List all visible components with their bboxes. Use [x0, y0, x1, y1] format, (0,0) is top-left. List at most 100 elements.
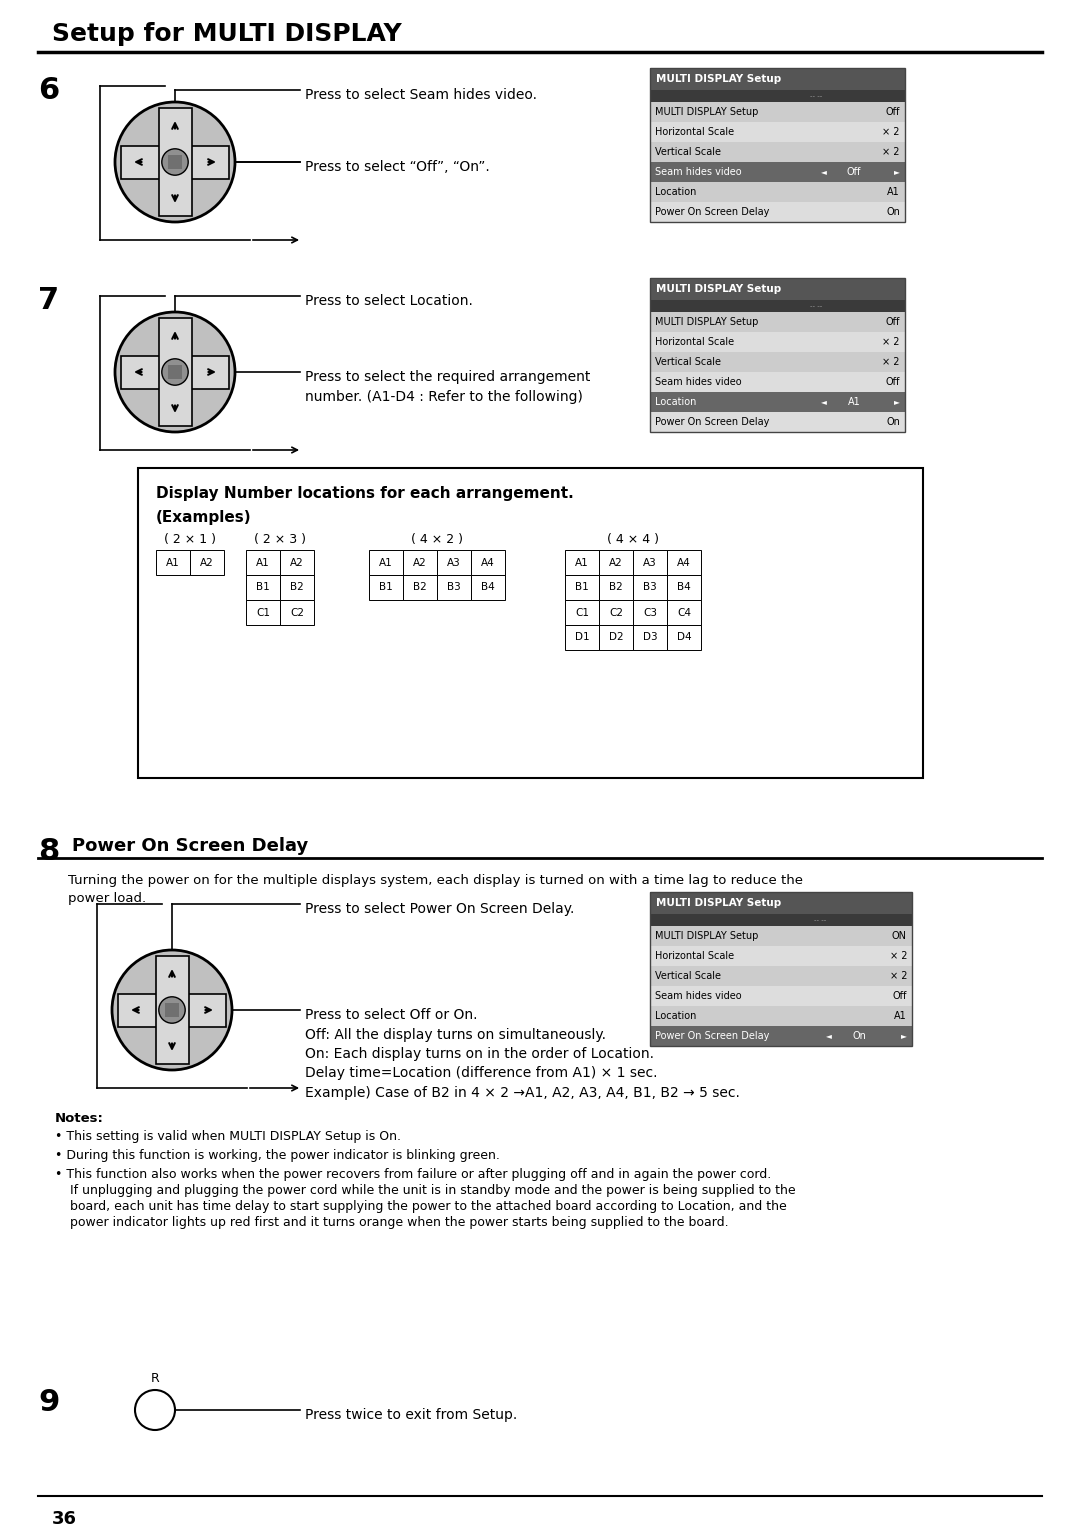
- Bar: [159, 318, 191, 426]
- Text: A3: A3: [447, 558, 461, 567]
- Bar: [650, 182, 905, 202]
- Text: Vertical Scale: Vertical Scale: [654, 358, 721, 367]
- Text: Setup for MULTI DISPLAY: Setup for MULTI DISPLAY: [52, 21, 402, 46]
- Text: C3: C3: [643, 608, 657, 617]
- Text: C1: C1: [575, 608, 589, 617]
- Text: A2: A2: [200, 558, 214, 567]
- Text: A2: A2: [291, 558, 303, 567]
- Bar: [650, 69, 905, 90]
- Bar: [156, 957, 189, 1063]
- Bar: [599, 575, 633, 601]
- Bar: [246, 601, 280, 625]
- Bar: [280, 601, 314, 625]
- Text: ( 4 × 4 ): ( 4 × 4 ): [607, 533, 659, 545]
- Bar: [633, 550, 667, 575]
- Text: A1: A1: [848, 397, 861, 406]
- Bar: [190, 550, 224, 575]
- Bar: [565, 550, 599, 575]
- Bar: [650, 202, 905, 222]
- Text: -- --: -- --: [810, 303, 822, 309]
- Text: Notes:: Notes:: [55, 1112, 104, 1125]
- Text: Press to select “Off”, “On”.: Press to select “Off”, “On”.: [305, 160, 489, 174]
- Text: C2: C2: [291, 608, 303, 617]
- Text: MULTI DISPLAY Setup: MULTI DISPLAY Setup: [654, 316, 758, 327]
- Circle shape: [159, 996, 185, 1024]
- Text: Press to select Power On Screen Delay.: Press to select Power On Screen Delay.: [305, 902, 575, 915]
- Bar: [369, 575, 403, 601]
- Bar: [650, 102, 905, 122]
- Text: B4: B4: [481, 582, 495, 593]
- Text: × 2: × 2: [882, 358, 900, 367]
- Bar: [650, 90, 905, 102]
- Bar: [471, 575, 505, 601]
- Text: Seam hides video: Seam hides video: [654, 992, 742, 1001]
- Bar: [167, 365, 183, 379]
- Text: C2: C2: [609, 608, 623, 617]
- Text: Power On Screen Delay: Power On Screen Delay: [654, 1031, 769, 1041]
- Bar: [403, 550, 437, 575]
- Text: On: On: [886, 206, 900, 217]
- Bar: [650, 413, 905, 432]
- Circle shape: [135, 1390, 175, 1430]
- Bar: [369, 550, 403, 575]
- Bar: [650, 278, 905, 299]
- Bar: [599, 601, 633, 625]
- Text: Turning the power on for the multiple displays system, each display is turned on: Turning the power on for the multiple di…: [68, 874, 804, 905]
- Bar: [650, 926, 912, 946]
- Text: Horizontal Scale: Horizontal Scale: [654, 338, 734, 347]
- Text: MULTI DISPLAY Setup: MULTI DISPLAY Setup: [654, 107, 758, 118]
- Bar: [156, 550, 190, 575]
- Bar: [667, 575, 701, 601]
- Circle shape: [162, 359, 188, 385]
- Text: MULTI DISPLAY Setup: MULTI DISPLAY Setup: [656, 73, 781, 84]
- Bar: [280, 575, 314, 601]
- Text: C4: C4: [677, 608, 691, 617]
- Text: A1: A1: [576, 558, 589, 567]
- Bar: [599, 625, 633, 649]
- Text: ►: ►: [894, 397, 900, 406]
- Text: ►: ►: [894, 168, 900, 177]
- Text: B2: B2: [609, 582, 623, 593]
- Bar: [121, 145, 229, 179]
- Text: Seam hides video: Seam hides video: [654, 377, 742, 387]
- Text: Horizontal Scale: Horizontal Scale: [654, 950, 734, 961]
- Text: A1: A1: [256, 558, 270, 567]
- Text: Power On Screen Delay: Power On Screen Delay: [72, 837, 308, 856]
- Bar: [650, 351, 905, 371]
- Text: MULTI DISPLAY Setup: MULTI DISPLAY Setup: [656, 284, 781, 293]
- Text: -- --: -- --: [814, 917, 826, 923]
- Bar: [165, 1002, 179, 1018]
- Bar: [246, 575, 280, 601]
- Text: 9: 9: [38, 1387, 59, 1416]
- Bar: [650, 1005, 912, 1025]
- Text: A1: A1: [379, 558, 393, 567]
- Text: × 2: × 2: [882, 127, 900, 138]
- Bar: [650, 892, 912, 1047]
- Bar: [650, 278, 905, 432]
- Text: D2: D2: [609, 633, 623, 642]
- Bar: [565, 625, 599, 649]
- Text: Power On Screen Delay: Power On Screen Delay: [654, 417, 769, 426]
- Text: Seam hides video: Seam hides video: [654, 167, 742, 177]
- Text: ( 4 × 2 ): ( 4 × 2 ): [411, 533, 463, 545]
- Text: (Examples): (Examples): [156, 510, 252, 526]
- Text: × 2: × 2: [890, 970, 907, 981]
- Text: ◄: ◄: [821, 168, 826, 177]
- Text: B1: B1: [256, 582, 270, 593]
- Text: MULTI DISPLAY Setup: MULTI DISPLAY Setup: [656, 898, 781, 908]
- Bar: [121, 356, 229, 388]
- Text: × 2: × 2: [890, 950, 907, 961]
- Text: B1: B1: [576, 582, 589, 593]
- Text: Location: Location: [654, 397, 697, 406]
- Text: On: On: [853, 1031, 866, 1041]
- Bar: [650, 393, 905, 413]
- Text: ON: ON: [892, 931, 907, 941]
- Text: Off: Off: [847, 167, 861, 177]
- Text: MULTI DISPLAY Setup: MULTI DISPLAY Setup: [654, 931, 758, 941]
- Bar: [138, 468, 923, 778]
- Bar: [167, 154, 183, 170]
- Text: ( 2 × 3 ): ( 2 × 3 ): [254, 533, 306, 545]
- Text: B2: B2: [291, 582, 303, 593]
- Text: Off: Off: [893, 992, 907, 1001]
- Text: A4: A4: [677, 558, 691, 567]
